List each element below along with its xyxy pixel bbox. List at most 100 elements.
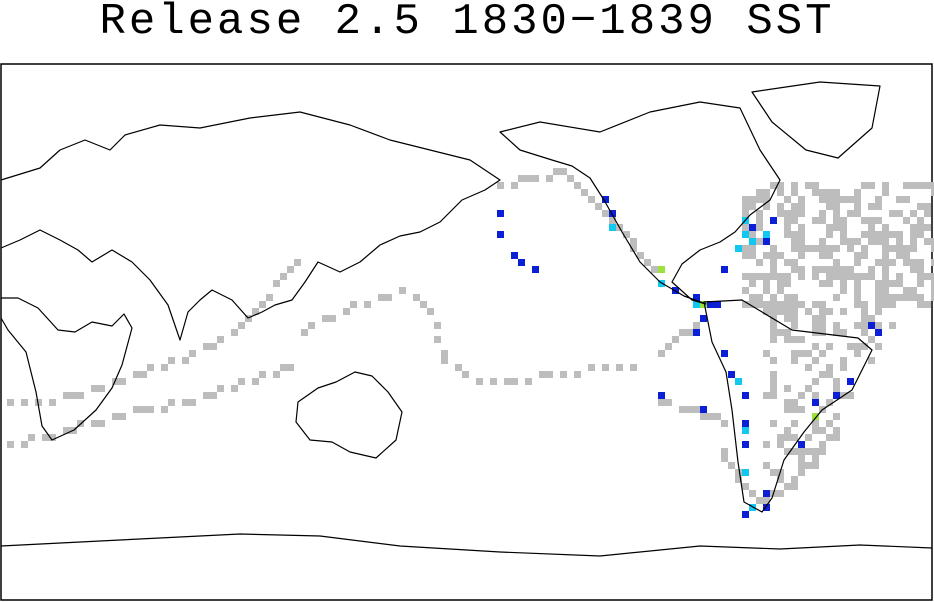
cell — [798, 266, 805, 273]
cell — [826, 196, 833, 203]
cell — [882, 259, 889, 266]
cell — [819, 301, 826, 308]
cell — [518, 175, 525, 182]
cell — [490, 378, 497, 385]
cell — [735, 245, 742, 252]
cell — [735, 469, 742, 476]
cell — [301, 329, 308, 336]
cell — [756, 224, 763, 231]
cell — [903, 196, 910, 203]
cell — [784, 259, 791, 266]
cell — [133, 371, 140, 378]
cell — [819, 280, 826, 287]
cell — [833, 217, 840, 224]
cell — [840, 287, 847, 294]
cell — [812, 378, 819, 385]
cell — [784, 336, 791, 343]
cell — [847, 273, 854, 280]
cell — [917, 280, 924, 287]
cell — [770, 217, 777, 224]
cell — [742, 203, 749, 210]
cell — [910, 287, 917, 294]
cell — [812, 413, 819, 420]
cell — [462, 371, 469, 378]
cell — [749, 203, 756, 210]
cell — [805, 350, 812, 357]
eurasia-coast — [0, 111, 501, 341]
cell — [889, 322, 896, 329]
cell — [245, 315, 252, 322]
cell — [42, 434, 49, 441]
cell — [763, 490, 770, 497]
cell — [259, 301, 266, 308]
cell — [896, 294, 903, 301]
cell — [217, 385, 224, 392]
cell — [826, 266, 833, 273]
cell — [798, 448, 805, 455]
cell — [602, 210, 609, 217]
cell — [182, 357, 189, 364]
cell — [812, 273, 819, 280]
cell — [917, 217, 924, 224]
cell — [763, 441, 770, 448]
cell — [784, 448, 791, 455]
cell — [287, 266, 294, 273]
cell — [364, 301, 371, 308]
cell — [413, 294, 420, 301]
cell — [546, 371, 553, 378]
cell — [924, 273, 931, 280]
cell — [70, 392, 77, 399]
cell — [840, 196, 847, 203]
north-america-coast — [499, 101, 781, 305]
cell — [861, 308, 868, 315]
cell — [637, 252, 644, 259]
cell — [539, 371, 546, 378]
cell — [749, 294, 756, 301]
cell — [861, 322, 868, 329]
cell — [798, 252, 805, 259]
cell — [798, 301, 805, 308]
cell — [147, 406, 154, 413]
cell — [917, 231, 924, 238]
cell — [749, 504, 756, 511]
cell — [840, 238, 847, 245]
cell — [812, 266, 819, 273]
cell — [693, 406, 700, 413]
cell — [420, 301, 427, 308]
cell — [798, 238, 805, 245]
cell — [777, 252, 784, 259]
cell — [903, 182, 910, 189]
cell — [833, 273, 840, 280]
cell — [588, 196, 595, 203]
cell — [777, 490, 784, 497]
cell — [728, 462, 735, 469]
cell — [763, 231, 770, 238]
cell — [819, 350, 826, 357]
cell — [735, 476, 742, 483]
cell — [553, 168, 560, 175]
cell — [266, 294, 273, 301]
cell — [882, 280, 889, 287]
cell — [441, 357, 448, 364]
cell — [770, 308, 777, 315]
cell — [378, 294, 385, 301]
cell — [742, 224, 749, 231]
cell — [812, 182, 819, 189]
cell — [805, 364, 812, 371]
cell — [805, 308, 812, 315]
cell — [826, 252, 833, 259]
cell — [819, 322, 826, 329]
cell — [784, 273, 791, 280]
cell — [924, 182, 931, 189]
cell — [847, 245, 854, 252]
cell — [917, 273, 924, 280]
cell — [812, 189, 819, 196]
cell — [854, 210, 861, 217]
cell — [777, 189, 784, 196]
greenland-coast — [751, 81, 881, 159]
cell — [63, 427, 70, 434]
cell — [847, 378, 854, 385]
cell — [903, 294, 910, 301]
cell — [721, 266, 728, 273]
cell — [133, 406, 140, 413]
